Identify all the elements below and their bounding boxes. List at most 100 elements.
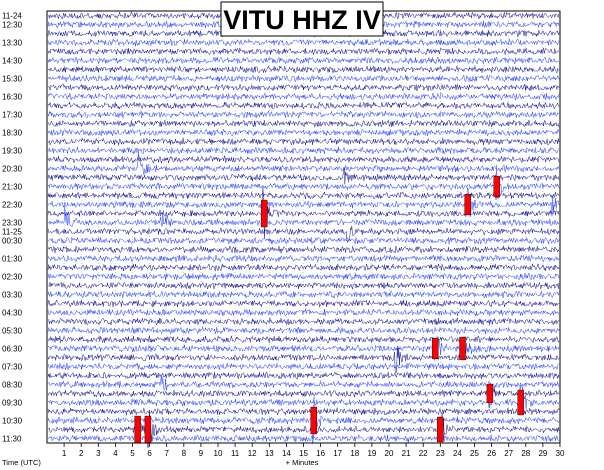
event-pick-marker bbox=[459, 336, 466, 361]
x-tick-label: 13 bbox=[265, 449, 274, 458]
trace-row-40 bbox=[47, 371, 560, 380]
event-pick-marker bbox=[517, 389, 524, 416]
time-label: 07:30 bbox=[2, 363, 23, 372]
time-label: 14:30 bbox=[2, 57, 23, 66]
time-label: 06:30 bbox=[2, 345, 23, 354]
x-axis-title: + Minutes bbox=[286, 458, 319, 467]
trace-row-30 bbox=[47, 281, 560, 290]
time-label: 11-25 bbox=[2, 228, 22, 237]
time-label: 00:30 bbox=[2, 237, 23, 246]
trace-row-44 bbox=[47, 407, 560, 416]
x-tick-label: 29 bbox=[538, 449, 547, 458]
event-pick-marker bbox=[486, 383, 494, 404]
x-tick-label: 8 bbox=[182, 449, 187, 458]
time-label: 19:30 bbox=[2, 147, 23, 156]
trace-row-31 bbox=[47, 290, 560, 299]
x-tick-label: 17 bbox=[333, 449, 342, 458]
event-pick-marker bbox=[493, 175, 500, 198]
time-axis-title: Time (UTC) bbox=[2, 458, 41, 467]
time-label: 04:30 bbox=[2, 309, 23, 318]
trace-row-23 bbox=[47, 205, 560, 228]
trace-row-11 bbox=[47, 110, 560, 119]
x-tick-label: 18 bbox=[350, 449, 359, 458]
event-pick-marker bbox=[464, 193, 471, 216]
time-label: 05:30 bbox=[2, 327, 23, 336]
time-label: 10:30 bbox=[2, 417, 23, 426]
x-tick-label: 3 bbox=[96, 449, 101, 458]
event-pick-marker bbox=[134, 415, 141, 444]
time-label: 15:30 bbox=[2, 75, 23, 84]
event-pick-marker bbox=[437, 416, 444, 443]
trace-row-12 bbox=[47, 119, 560, 128]
trace-row-32 bbox=[47, 299, 560, 308]
trace-row-25 bbox=[47, 236, 560, 245]
trace-row-8 bbox=[47, 83, 560, 93]
x-tick-label: 27 bbox=[504, 449, 513, 458]
time-label: 11:30 bbox=[2, 435, 22, 444]
trace-row-10 bbox=[47, 101, 560, 110]
x-tick-label: 4 bbox=[113, 449, 118, 458]
x-tick-label: 12 bbox=[248, 449, 257, 458]
time-label: 23:30 bbox=[2, 219, 23, 228]
trace-row-17 bbox=[47, 150, 560, 175]
trace-row-16 bbox=[47, 154, 560, 165]
time-label: 08:30 bbox=[2, 381, 23, 390]
trace-row-36 bbox=[47, 335, 560, 344]
x-tick-label: 10 bbox=[214, 449, 223, 458]
x-tick-label: 15 bbox=[299, 449, 308, 458]
x-tick-label: 28 bbox=[521, 449, 530, 458]
x-tick-label: 19 bbox=[367, 449, 376, 458]
x-tick-label: 9 bbox=[199, 449, 204, 458]
trace-row-26 bbox=[47, 245, 560, 254]
time-label: 12:30 bbox=[2, 21, 23, 30]
trace-row-41 bbox=[47, 374, 560, 392]
trace-row-42 bbox=[47, 384, 560, 409]
trace-row-21 bbox=[47, 187, 560, 217]
x-tick-label: 2 bbox=[79, 449, 84, 458]
x-tick-label: 30 bbox=[556, 449, 565, 458]
x-tick-label: 20 bbox=[385, 449, 394, 458]
trace-row-18 bbox=[47, 167, 560, 185]
time-label: 21:30 bbox=[2, 183, 23, 192]
trace-row-29 bbox=[47, 271, 560, 281]
trace-row-19 bbox=[47, 165, 560, 201]
trace-row-28 bbox=[47, 262, 560, 272]
x-tick-label: 5 bbox=[130, 449, 135, 458]
x-tick-label: 21 bbox=[402, 449, 411, 458]
x-tick-label: 6 bbox=[147, 449, 152, 458]
x-tick-label: 11 bbox=[231, 449, 240, 458]
x-tick-label: 22 bbox=[419, 449, 428, 458]
trace-row-47 bbox=[47, 433, 560, 443]
title-box: VITU HHZ IV bbox=[220, 1, 384, 37]
trace-row-34 bbox=[47, 317, 560, 326]
trace-row-7 bbox=[47, 74, 560, 83]
event-pick-marker bbox=[260, 199, 268, 228]
event-pick-marker bbox=[431, 337, 439, 360]
trace-row-5 bbox=[47, 56, 560, 65]
trace-row-27 bbox=[47, 254, 560, 264]
x-tick-label: 23 bbox=[436, 449, 445, 458]
trace-row-37 bbox=[47, 339, 560, 361]
time-label: 01:30 bbox=[2, 255, 23, 264]
trace-row-9 bbox=[47, 92, 560, 101]
x-tick-label: 16 bbox=[316, 449, 325, 458]
time-label: 11-24 bbox=[2, 12, 22, 21]
event-picks bbox=[134, 175, 524, 444]
minute-axis: 1 2 3 4 5 6 7 8 9 10 11 12 13 14 15 16 17 18 19 20 21 22 23 24 2… bbox=[62, 443, 565, 458]
time-label: 09:30 bbox=[2, 399, 23, 408]
time-label: 22:30 bbox=[2, 201, 23, 210]
chart-title: VITU HHZ IV bbox=[223, 5, 381, 35]
time-label: 20:30 bbox=[2, 165, 23, 174]
time-label: 02:30 bbox=[2, 273, 23, 282]
trace-row-46 bbox=[47, 409, 560, 449]
x-tick-label: 14 bbox=[282, 449, 291, 458]
time-label: 18:30 bbox=[2, 129, 23, 138]
trace-row-3 bbox=[47, 38, 560, 47]
time-label: 03:30 bbox=[2, 291, 23, 300]
trace-row-15 bbox=[47, 146, 560, 155]
trace-row-14 bbox=[47, 137, 560, 146]
trace-row-39 bbox=[47, 362, 560, 371]
trace-row-38 bbox=[47, 345, 560, 374]
trace-row-22 bbox=[47, 189, 560, 239]
